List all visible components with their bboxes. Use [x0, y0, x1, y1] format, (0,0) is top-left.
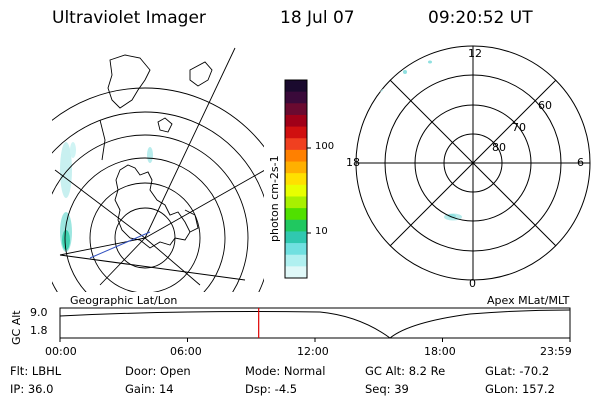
colorbar-segment — [285, 208, 307, 221]
info-dsp: Dsp: -4.5 — [245, 382, 298, 396]
colorbar-segment — [285, 91, 307, 104]
mlat-label-60: 60 — [538, 99, 552, 112]
info-glon: GLon: 157.2 — [485, 382, 555, 396]
app-title: Ultraviolet Imager — [52, 8, 206, 28]
colorbar-segment — [285, 103, 307, 116]
colorbar-segment — [285, 126, 307, 139]
altitude-plot — [59, 307, 571, 342]
info-ip: IP: 36.0 — [10, 382, 54, 396]
colorbar-segment — [285, 138, 307, 151]
colorbar-segment — [285, 161, 307, 174]
colorbar-segment — [285, 219, 307, 232]
magnetic-polar-plot — [355, 45, 591, 281]
mlat-label-80: 80 — [492, 141, 506, 154]
colorbar-segment — [285, 184, 307, 197]
altitude-xtick-1: 06:00 — [170, 345, 202, 358]
colorbar-segment — [285, 254, 307, 267]
mlt-label-6: 6 — [577, 156, 584, 169]
geographic-map — [52, 47, 264, 292]
coastlines — [99, 54, 213, 249]
colorbar-segment — [285, 196, 307, 209]
colorbar-tick-100: 100 — [315, 141, 335, 152]
colorbar-segment — [285, 266, 307, 279]
info-gc-alt: GC Alt: 8.2 Re — [365, 364, 446, 378]
mlat-label-70: 70 — [512, 121, 526, 134]
mlt-label-12: 12 — [468, 47, 482, 60]
altitude-ytick-9: 9.0 — [30, 306, 48, 319]
info-filter: Flt: LBHL — [10, 364, 62, 378]
mlt-label-18: 18 — [346, 156, 360, 169]
colorbar-segment — [285, 114, 307, 128]
info-door: Door: Open — [125, 364, 191, 378]
geographic-caption: Geographic Lat/Lon — [70, 294, 178, 307]
colorbar-tick-10: 10 — [315, 226, 328, 237]
info-seq: Seq: 39 — [365, 382, 409, 396]
info-mode: Mode: Normal — [245, 364, 326, 378]
info-glat: GLat: -70.2 — [485, 364, 550, 378]
altitude-xtick-4: 23:59 — [540, 345, 572, 358]
altitude-ylabel: GC Alt — [10, 310, 23, 345]
altitude-xtick-2: 12:00 — [297, 345, 329, 358]
altitude-ytick-1-8: 1.8 — [30, 324, 48, 337]
altitude-xtick-0: 00:00 — [45, 345, 77, 358]
colorbar — [284, 79, 311, 279]
info-gain: Gain: 14 — [125, 382, 174, 396]
latitude-circles — [52, 87, 264, 292]
colorbar-segment — [285, 149, 307, 163]
altitude-xtick-3: 18:00 — [424, 345, 456, 358]
colorbar-unit-label: photon cm-2s-1 — [268, 155, 281, 242]
colorbar-segment — [285, 80, 307, 93]
date-label: 18 Jul 07 — [280, 8, 355, 28]
aurora-emission-left — [60, 142, 153, 252]
longitude-lines — [54, 47, 264, 286]
time-label: 09:20:52 UT — [428, 8, 533, 28]
colorbar-segment — [285, 231, 307, 244]
colorbar-segment — [285, 173, 307, 186]
mlt-label-0: 0 — [469, 277, 476, 290]
magnetic-caption: Apex MLat/MLT — [487, 294, 570, 307]
colorbar-segment — [285, 243, 307, 256]
